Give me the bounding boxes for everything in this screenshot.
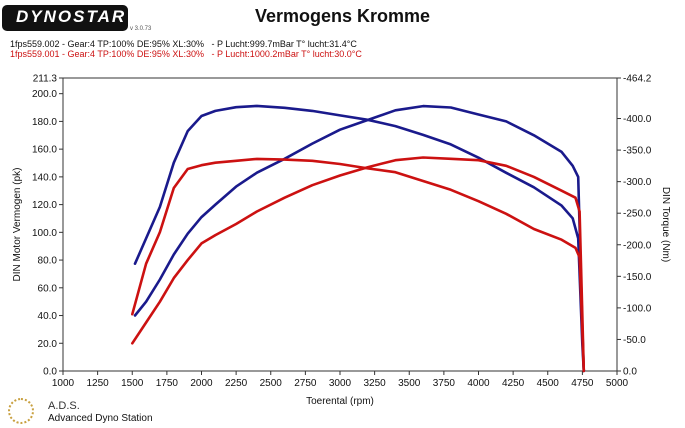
- x-tick-label: 2750: [294, 378, 317, 389]
- dynostar-logo: DYNOSTAR: [2, 5, 128, 31]
- series-line-2: [133, 104, 586, 373]
- y-tick-label: 80.0: [38, 256, 58, 267]
- ads-logo-icon: [8, 398, 34, 424]
- x-tick-label: 2500: [260, 378, 283, 389]
- x-tick-label: 3750: [433, 378, 456, 389]
- series-line-1: [133, 104, 586, 373]
- y-tick-label: 160.0: [32, 145, 57, 156]
- y-tick-label: 140.0: [32, 172, 57, 183]
- y2-tick-label: -464.2: [623, 74, 652, 85]
- chart-title: Vermogens Kromme: [254, 6, 431, 26]
- y2-tick-label: -50.0: [623, 335, 646, 346]
- y2-tick-label: -400.0: [623, 114, 652, 125]
- y2-tick-label: -350.0: [623, 146, 652, 157]
- y-tick-label: 100.0: [32, 228, 57, 239]
- series-line-4: [131, 157, 586, 373]
- y2-tick-label: -200.0: [623, 240, 652, 251]
- y2-tick-label: -300.0: [623, 177, 652, 188]
- y-tick-label: 211.3: [33, 74, 58, 85]
- ads-brand: A.D.S.: [48, 400, 80, 412]
- y-tick-label: 60.0: [38, 283, 58, 294]
- x-tick-label: 4750: [571, 378, 594, 389]
- y-axis-label: DIN Motor Vermogen (pk): [12, 168, 23, 282]
- run-label-2: 1fps559.001 - Gear:4 TP:100% DE:95% XL:3…: [10, 49, 362, 59]
- x-tick-label: 1000: [52, 378, 75, 389]
- y2-tick-label: -100.0: [623, 303, 652, 314]
- x-axis-label: Toerental (rpm): [306, 396, 374, 407]
- series-line-3: [131, 156, 586, 373]
- x-tick-label: 3000: [329, 378, 352, 389]
- x-tick-label: 4500: [537, 378, 560, 389]
- x-tick-label: 2250: [225, 378, 248, 389]
- ads-brand-full: Advanced Dyno Station: [48, 413, 153, 424]
- x-tick-label: 2000: [190, 378, 213, 389]
- x-tick-label: 3250: [364, 378, 387, 389]
- x-tick-label: 4250: [502, 378, 525, 389]
- y-tick-label: 40.0: [38, 311, 58, 322]
- x-tick-label: 4000: [467, 378, 490, 389]
- y-tick-label: 180.0: [32, 117, 57, 128]
- logo-version: v 3.0.73: [130, 26, 152, 32]
- y-tick-label: 200.0: [32, 89, 57, 100]
- y-tick-label: 120.0: [32, 200, 57, 211]
- run-label-1: 1fps559.002 - Gear:4 TP:100% DE:95% XL:3…: [10, 39, 357, 49]
- y2-tick-label: -250.0: [623, 209, 652, 220]
- y2-tick-label: -150.0: [623, 272, 652, 283]
- plot-frame: [62, 77, 618, 372]
- x-tick-label: 1500: [121, 378, 144, 389]
- y2-axis-label: DIN Torque (Nm): [660, 187, 671, 262]
- x-tick-label: 1750: [156, 378, 179, 389]
- logo-text: DYNOSTAR: [16, 7, 127, 26]
- y2-tick-label: 0.0: [623, 367, 637, 378]
- y-tick-label: 0.0: [43, 367, 57, 378]
- x-tick-label: 5000: [606, 378, 629, 389]
- x-tick-label: 3500: [398, 378, 421, 389]
- y-tick-label: 20.0: [38, 339, 58, 350]
- x-tick-label: 1250: [87, 378, 110, 389]
